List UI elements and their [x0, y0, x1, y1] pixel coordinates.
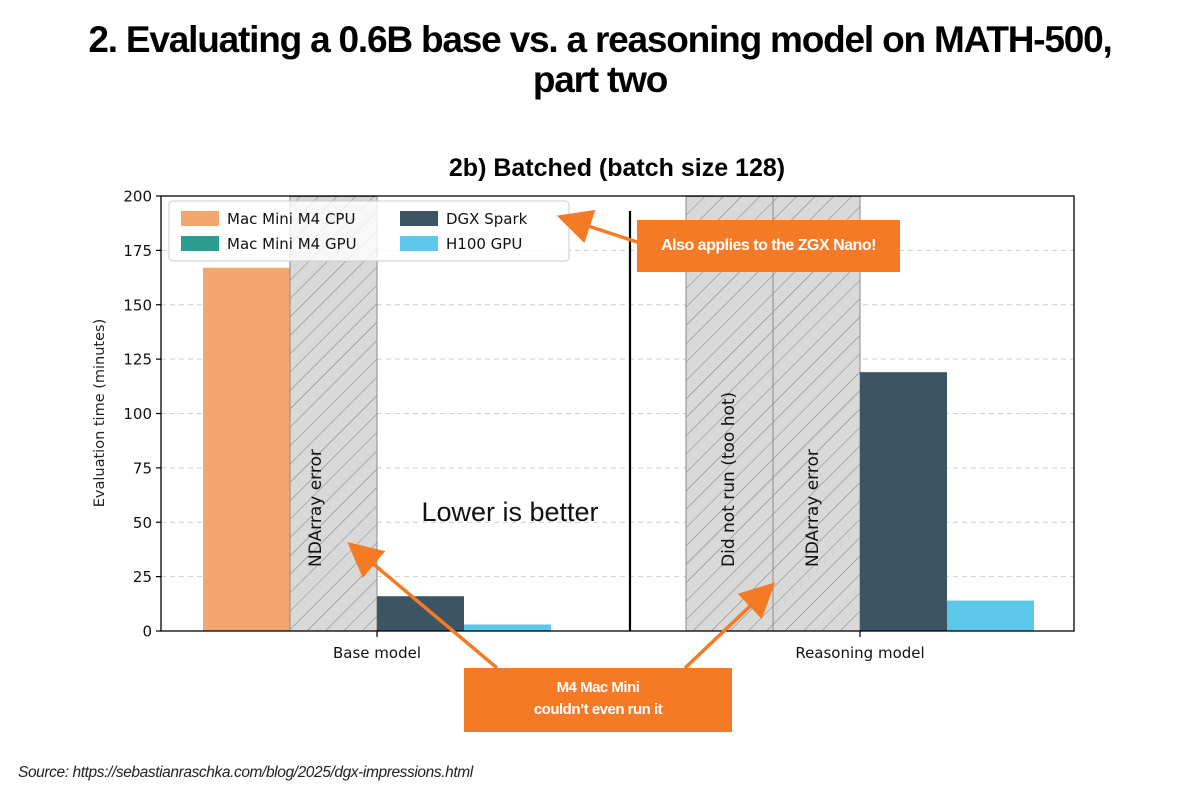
y-tick-label: 75 — [133, 459, 152, 477]
mac-mini-callout: M4 Mac Mini couldn’t even run it — [464, 668, 732, 732]
mac-callout-line-1: M4 Mac Mini — [556, 679, 640, 696]
y-tick-label: 100 — [123, 405, 152, 423]
mac-callout-line-2: couldn’t even run it — [533, 701, 663, 718]
legend-swatch — [400, 236, 438, 251]
bar-h100-gpu-0 — [464, 624, 551, 631]
zgx-nano-callout: Also applies to the ZGX Nano! — [637, 220, 900, 272]
legend-swatch — [181, 236, 219, 251]
bars — [203, 196, 1034, 632]
x-axis: Base model Reasoning model — [333, 631, 925, 662]
x-tick-label: Reasoning model — [795, 644, 924, 662]
bar-dgx-spark-1 — [860, 372, 947, 631]
x-tick-label: Base model — [333, 644, 421, 662]
legend-swatch — [181, 211, 219, 226]
y-tick-label: 150 — [123, 296, 152, 314]
legend-label: Mac Mini M4 CPU — [227, 210, 355, 228]
reasoning-cpu-status-label: Did not run (too hot) — [719, 392, 739, 567]
legend: Mac Mini M4 CPU Mac Mini M4 GPU DGX Spark H… — [168, 200, 570, 262]
slide-title: 2. Evaluating a 0.6B base vs. a reasonin… — [0, 20, 1200, 100]
y-axis: 0 25 50 75 100 125 150 175 200 — [123, 188, 161, 641]
legend-swatch — [400, 211, 438, 226]
legend-label: Mac Mini M4 GPU — [227, 235, 357, 253]
bar-mac-mini-m4-cpu-0 — [203, 267, 290, 631]
legend-label: DGX Spark — [446, 210, 528, 228]
y-tick-label: 0 — [142, 623, 152, 641]
source-citation: Source: https://sebastianraschka.com/blo… — [18, 764, 473, 781]
bar-h100-gpu-1 — [947, 600, 1034, 631]
reasoning-gpu-status-label: NDArray error — [803, 449, 823, 567]
y-tick-label: 175 — [123, 242, 152, 260]
hatched-bar-mac-mini-m4-gpu-0 — [289, 196, 378, 632]
base-gpu-status-label: NDArray error — [306, 449, 326, 567]
slide-title-line-1: 2. Evaluating a 0.6B base vs. a reasonin… — [88, 19, 1112, 60]
mac-arrow-base — [347, 541, 499, 670]
legend-label: H100 GPU — [446, 235, 522, 253]
y-tick-label: 25 — [133, 568, 152, 586]
y-tick-label: 50 — [133, 514, 152, 532]
mac-arrow-reasoning — [683, 582, 776, 670]
y-tick-label: 200 — [123, 188, 152, 206]
zgx-arrow — [556, 209, 641, 245]
lower-is-better-note: Lower is better — [421, 497, 598, 527]
slide-title-line-2: part two — [532, 59, 668, 100]
chart-title: 2b) Batched (batch size 128) — [449, 154, 785, 182]
y-tick-label: 125 — [123, 351, 152, 369]
y-axis-label: Evaluation time (minutes) — [92, 319, 108, 508]
